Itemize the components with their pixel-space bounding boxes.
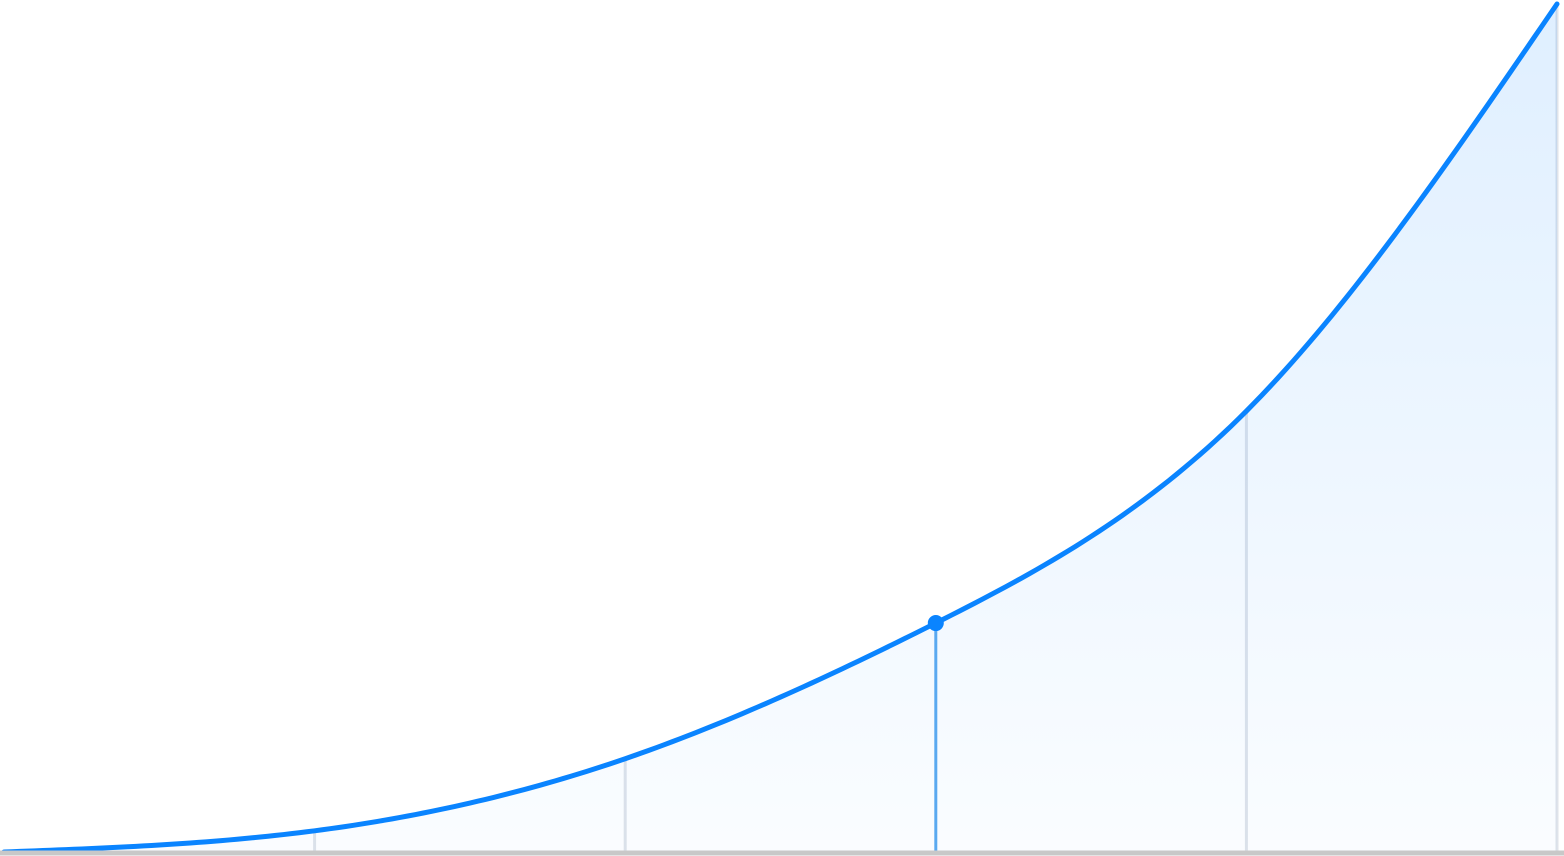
series-area bbox=[4, 4, 1557, 852]
area-layer bbox=[4, 4, 1557, 852]
marker-layer bbox=[927, 615, 944, 632]
highlight-point-marker bbox=[927, 615, 944, 632]
